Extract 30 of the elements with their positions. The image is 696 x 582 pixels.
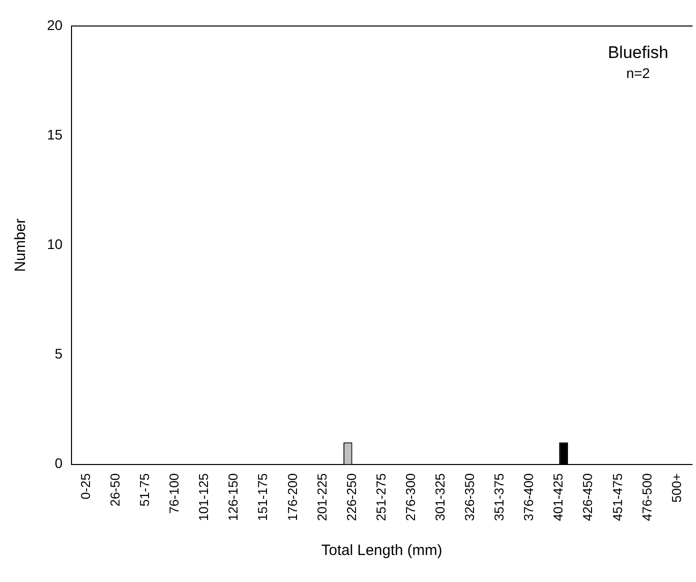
x-tick-label: 176-200 [284,473,300,522]
y-axis-title: Number [12,218,30,272]
annotation: n=2 [626,65,650,81]
y-tick-label: 5 [54,346,63,362]
x-tick-label: 351-375 [492,473,507,522]
x-tick-label: 451-475 [610,473,625,522]
x-tick-label: 426-450 [580,473,596,522]
x-tick-label: 301-325 [432,473,448,522]
x-tick-label: 76-100 [166,473,182,514]
x-tick-label: 226-250 [344,473,359,522]
y-tick-label: 10 [46,236,63,252]
x-tick-label: 376-400 [521,473,536,522]
x-tick-label: 326-350 [462,473,478,522]
x-tick-label: 0-25 [78,473,93,500]
x-tick-label: 26-50 [107,473,122,507]
x-tick-label: 126-150 [226,473,241,522]
x-tick-label: 401-425 [550,473,566,522]
x-tick-label: 51-75 [137,473,152,507]
x-tick-label: 101-125 [196,473,212,522]
x-axis-title: Total Length (mm) [321,542,442,560]
x-tick-label: 500+ [668,473,684,503]
x-tick-label: 476-500 [639,473,654,522]
y-tick-label: 0 [54,455,63,472]
x-tick-label: 151-175 [255,473,270,522]
y-tick-label: 15 [46,126,63,142]
x-tick-label: 201-225 [314,473,330,522]
annotation: Bluefish [608,43,668,62]
x-tick-label: 251-275 [373,473,388,522]
y-tick-label: 20 [46,16,63,33]
x-tick-label: 276-300 [402,473,418,522]
